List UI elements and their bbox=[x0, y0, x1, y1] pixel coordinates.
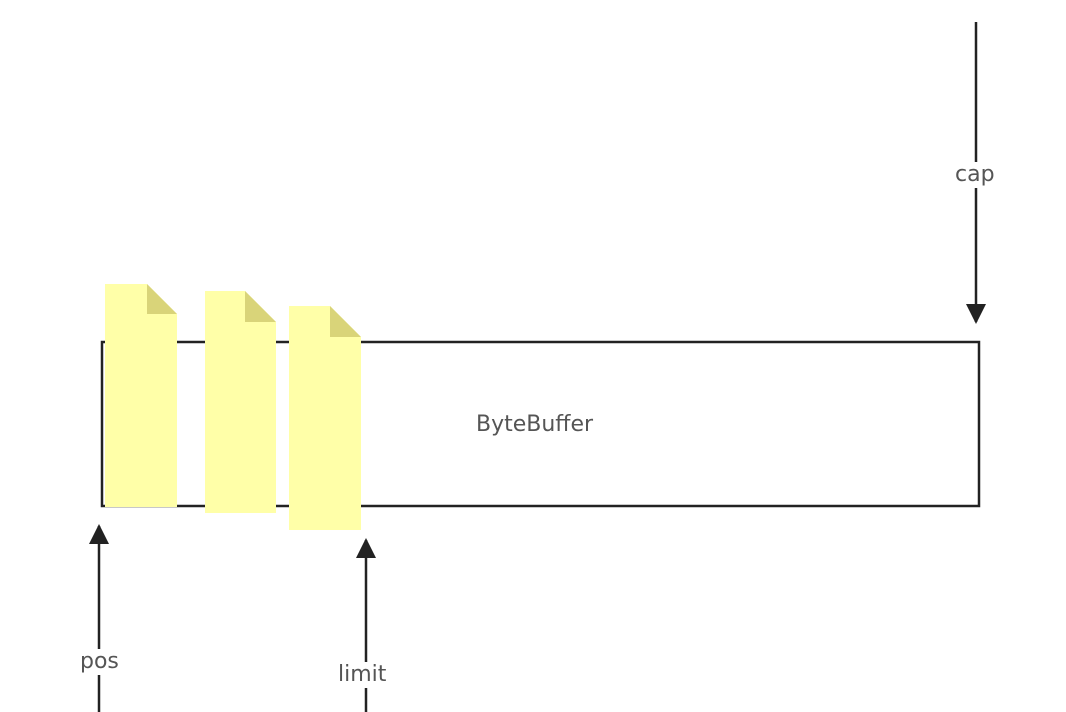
bytebuffer-box bbox=[100, 340, 981, 508]
bytebuffer-label: ByteBuffer bbox=[476, 412, 594, 437]
limit-label: limit bbox=[335, 662, 390, 688]
data-page-1 bbox=[105, 284, 177, 507]
pos-label: pos bbox=[77, 649, 122, 675]
data-page-3 bbox=[289, 306, 361, 530]
data-page-2 bbox=[205, 291, 276, 513]
cap-label: cap bbox=[952, 162, 998, 188]
